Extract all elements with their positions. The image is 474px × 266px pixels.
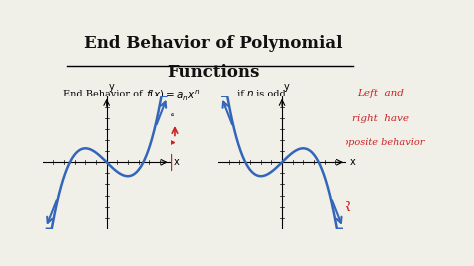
Text: lim f(x) = -∞: lim f(x) = -∞: [227, 192, 271, 200]
Text: x→-∞: x→-∞: [66, 202, 81, 207]
Text: lim f(x) = ∞: lim f(x) = ∞: [263, 111, 305, 119]
Text: Left  and: Left and: [357, 89, 404, 98]
Text: $f(x)=a_n x^n$: $f(x)=a_n x^n$: [146, 88, 200, 102]
Text: $n$: $n$: [246, 89, 254, 99]
Text: x→-∞: x→-∞: [263, 121, 278, 126]
Text: is odd: is odd: [253, 90, 286, 99]
Text: x→+∞: x→+∞: [133, 121, 150, 126]
Text: lim f(x) = -∞: lim f(x) = -∞: [66, 192, 111, 200]
Text: opposite behavior: opposite behavior: [337, 138, 425, 147]
Text: Functions: Functions: [167, 64, 260, 81]
Text: x→+∞: x→+∞: [227, 202, 244, 207]
Text: x: x: [174, 157, 180, 167]
Text: ↑L, ↓R: ↑L, ↓R: [304, 201, 351, 214]
Text: y: y: [109, 82, 115, 93]
Text: $a_n < 0$: $a_n < 0$: [281, 156, 304, 168]
Text: n odd: n odd: [283, 181, 302, 188]
Text: ↑R, ↓L: ↑R, ↓L: [100, 201, 147, 214]
Text: lim f(x) = ∞: lim f(x) = ∞: [133, 111, 174, 119]
Text: y: y: [284, 82, 290, 93]
Text: right  have: right have: [352, 114, 409, 123]
Text: n odd: n odd: [147, 181, 166, 188]
Text: $a_n > 0$: $a_n > 0$: [145, 156, 169, 168]
Text: End Behavior of: End Behavior of: [63, 90, 149, 99]
Text: x: x: [349, 157, 355, 167]
Text: if: if: [234, 90, 247, 99]
Text: End Behavior of Polynomial: End Behavior of Polynomial: [84, 35, 343, 52]
